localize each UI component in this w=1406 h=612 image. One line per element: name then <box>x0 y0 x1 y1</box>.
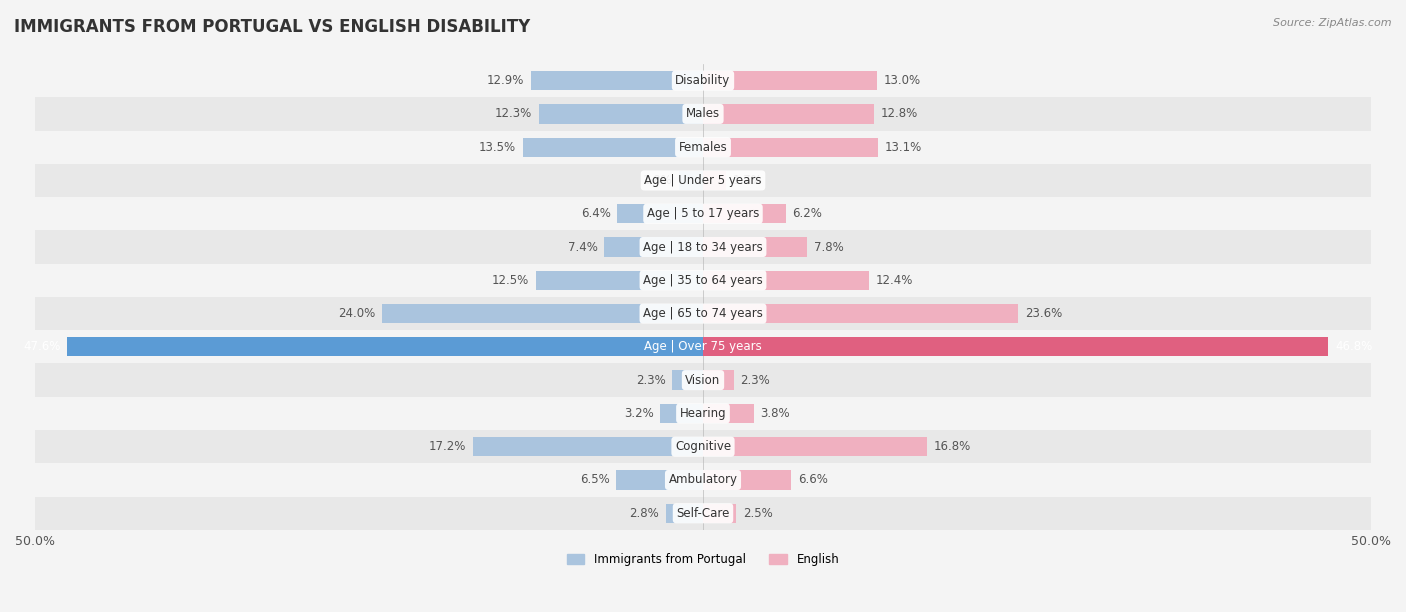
Bar <box>661 404 703 423</box>
Bar <box>35 430 1371 463</box>
Bar <box>523 138 703 157</box>
Text: 47.6%: 47.6% <box>22 340 60 353</box>
Bar <box>703 337 1329 357</box>
Bar <box>35 230 1371 264</box>
Text: 6.5%: 6.5% <box>579 474 609 487</box>
Bar <box>35 97 1371 130</box>
Text: 12.3%: 12.3% <box>495 107 531 121</box>
Text: 24.0%: 24.0% <box>339 307 375 320</box>
Text: 6.4%: 6.4% <box>581 207 610 220</box>
Text: 7.8%: 7.8% <box>814 241 844 253</box>
Text: 1.8%: 1.8% <box>643 174 672 187</box>
Text: Age | 65 to 74 years: Age | 65 to 74 years <box>643 307 763 320</box>
Text: 12.5%: 12.5% <box>492 274 529 287</box>
Text: Disability: Disability <box>675 74 731 87</box>
Text: 2.3%: 2.3% <box>741 374 770 387</box>
Text: 16.8%: 16.8% <box>934 440 972 453</box>
Text: 3.2%: 3.2% <box>624 407 654 420</box>
Text: 2.5%: 2.5% <box>744 507 773 520</box>
Bar <box>672 370 703 390</box>
Text: 6.6%: 6.6% <box>797 474 828 487</box>
Bar <box>474 437 703 457</box>
Bar <box>703 171 725 190</box>
Bar <box>536 271 703 290</box>
Bar <box>616 470 703 490</box>
Bar <box>703 71 877 90</box>
Bar <box>617 204 703 223</box>
Bar <box>35 197 1371 230</box>
Bar <box>35 463 1371 496</box>
Text: Age | 35 to 64 years: Age | 35 to 64 years <box>643 274 763 287</box>
Text: 3.8%: 3.8% <box>761 407 790 420</box>
Bar <box>530 71 703 90</box>
Bar <box>35 297 1371 330</box>
Bar <box>35 64 1371 97</box>
Bar <box>538 104 703 124</box>
Text: Age | Under 5 years: Age | Under 5 years <box>644 174 762 187</box>
Bar <box>35 397 1371 430</box>
Bar <box>67 337 703 357</box>
Bar <box>703 404 754 423</box>
Text: 1.7%: 1.7% <box>733 174 762 187</box>
Text: 7.4%: 7.4% <box>568 241 598 253</box>
Text: Hearing: Hearing <box>679 407 727 420</box>
Bar <box>35 130 1371 164</box>
Text: Cognitive: Cognitive <box>675 440 731 453</box>
Bar <box>665 504 703 523</box>
Text: 13.5%: 13.5% <box>479 141 516 154</box>
Text: Females: Females <box>679 141 727 154</box>
Bar <box>382 304 703 323</box>
Text: Source: ZipAtlas.com: Source: ZipAtlas.com <box>1274 18 1392 28</box>
Bar <box>703 104 875 124</box>
Text: Age | 18 to 34 years: Age | 18 to 34 years <box>643 241 763 253</box>
Bar <box>35 330 1371 364</box>
Bar <box>35 364 1371 397</box>
Bar <box>35 264 1371 297</box>
Bar <box>703 204 786 223</box>
Text: 2.8%: 2.8% <box>628 507 659 520</box>
Bar <box>605 237 703 256</box>
Text: 13.1%: 13.1% <box>884 141 922 154</box>
Text: 6.2%: 6.2% <box>793 207 823 220</box>
Bar <box>35 496 1371 530</box>
Text: Self-Care: Self-Care <box>676 507 730 520</box>
Text: 12.9%: 12.9% <box>486 74 524 87</box>
Text: 12.8%: 12.8% <box>880 107 918 121</box>
Bar <box>703 304 1018 323</box>
Text: Ambulatory: Ambulatory <box>668 474 738 487</box>
Text: Age | Over 75 years: Age | Over 75 years <box>644 340 762 353</box>
Text: 13.0%: 13.0% <box>883 74 921 87</box>
Bar <box>703 470 792 490</box>
Text: IMMIGRANTS FROM PORTUGAL VS ENGLISH DISABILITY: IMMIGRANTS FROM PORTUGAL VS ENGLISH DISA… <box>14 18 530 36</box>
Text: Vision: Vision <box>685 374 721 387</box>
Bar <box>703 237 807 256</box>
Bar <box>703 370 734 390</box>
Bar <box>703 271 869 290</box>
Text: Males: Males <box>686 107 720 121</box>
Legend: Immigrants from Portugal, English: Immigrants from Portugal, English <box>567 553 839 566</box>
Text: 2.3%: 2.3% <box>636 374 665 387</box>
Text: 17.2%: 17.2% <box>429 440 467 453</box>
Bar <box>703 138 877 157</box>
Text: 46.8%: 46.8% <box>1334 340 1372 353</box>
Bar <box>703 437 928 457</box>
Text: 23.6%: 23.6% <box>1025 307 1062 320</box>
Bar <box>703 504 737 523</box>
Bar <box>679 171 703 190</box>
Bar <box>35 164 1371 197</box>
Text: Age | 5 to 17 years: Age | 5 to 17 years <box>647 207 759 220</box>
Text: 12.4%: 12.4% <box>876 274 912 287</box>
